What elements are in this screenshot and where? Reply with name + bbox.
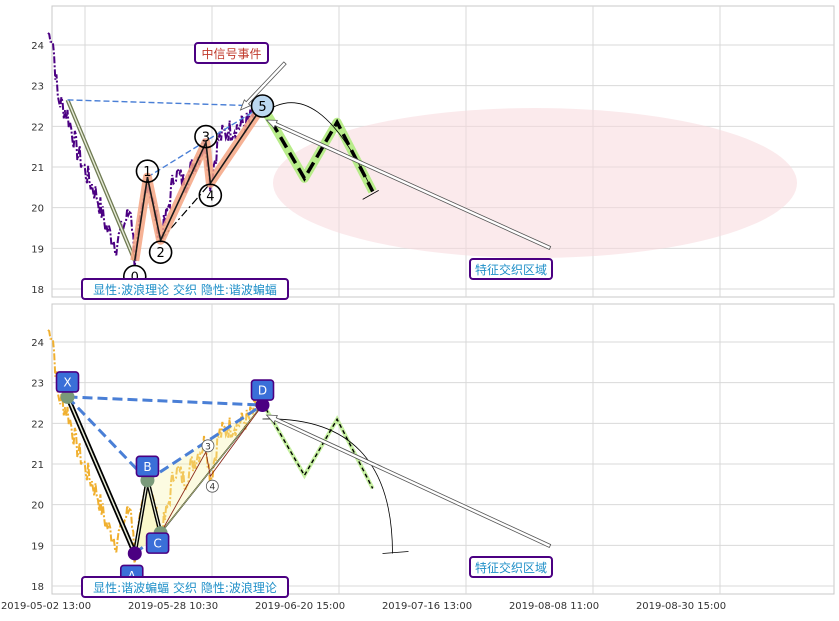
- harmonic-point-D-box: [250, 379, 275, 401]
- x-tick-label: 2019-05-28 10:30: [128, 601, 218, 612]
- mini-wave-3-marker: [201, 439, 215, 453]
- projection-tick: [362, 190, 379, 200]
- legend-annotation-bottom-text: 显性:谐波蝙蝠 交织 隐性:波浪理论: [93, 580, 277, 595]
- leg-bc-inner: [146, 480, 162, 534]
- leg-ab-inner: [134, 480, 149, 554]
- x-to-a-leg-inner: [66, 99, 136, 261]
- y-tick-label: 24: [31, 41, 44, 52]
- harmonic-point-D-marker: [255, 398, 270, 413]
- harmonic-point-C-box: [145, 532, 170, 554]
- x-tick-label: 2019-08-30 15:00: [636, 601, 726, 612]
- region-annotation-bottom-text: 特征交织区域: [475, 560, 547, 575]
- wave-point-5-label: 5: [258, 100, 266, 115]
- y-tick-label: 21: [31, 163, 44, 174]
- legend-annotation-top-text: 显性:波浪理论 交织 隐性:谐波蝙蝠: [93, 282, 277, 297]
- harmonic-xb-line: [66, 395, 149, 482]
- y-tick-label: 22: [31, 122, 44, 133]
- wave-point-3-label: 3: [202, 131, 210, 146]
- mini-wave-4-label: 4: [209, 483, 215, 493]
- harmonic-point-C-label: C: [153, 537, 161, 551]
- y-tick-label: 22: [31, 419, 44, 430]
- region-arrow-top: [265, 119, 552, 250]
- harmonic-point-B-label: B: [143, 460, 151, 474]
- harmonic-point-A-label: A: [128, 569, 137, 583]
- event-arrow: [239, 61, 287, 111]
- wave-point-4-marker: [198, 183, 223, 208]
- harmonic-point-B-box: [135, 455, 160, 478]
- harmonic-point-X-box: [55, 371, 80, 393]
- wave-point-2-marker: [148, 240, 173, 264]
- region-annotation-top-box: [469, 258, 553, 280]
- x-tick-label: 2019-08-08 11:00: [509, 601, 599, 612]
- region-annotation-top-text: 特征交织区域: [475, 262, 547, 277]
- wave-point-1-marker: [135, 159, 160, 183]
- projection-tick-bottom: [382, 551, 409, 554]
- wave-point-4-label: 4: [206, 189, 214, 204]
- harmonic-xd-line: [67, 395, 263, 407]
- x-tick-label: 2019-07-16 13:00: [382, 601, 472, 612]
- y-tick-label: 19: [31, 244, 44, 255]
- legend-annotation-bottom-box: [81, 576, 289, 598]
- event-annotation-box: [194, 42, 269, 64]
- harmonic-point-X-label: X: [63, 375, 71, 389]
- wave-point-2-label: 2: [156, 246, 164, 261]
- projection-arc: [262, 102, 374, 192]
- harmonic-point-A-marker: [127, 546, 142, 561]
- bcd-triangle: [147, 405, 263, 534]
- x-tick-label: 2019-05-02 13:00: [1, 601, 91, 612]
- y-tick-label: 23: [31, 82, 44, 93]
- y-tick-label: 24: [31, 338, 44, 349]
- projection-arc-bottom: [262, 418, 393, 554]
- harmonic-point-D-label: D: [258, 384, 267, 398]
- feature-region-ellipse: [273, 108, 797, 258]
- wave-point-5-marker: [250, 94, 275, 118]
- y-tick-label: 21: [31, 460, 44, 471]
- harmonic-point-X-marker: [60, 389, 75, 404]
- leg-xa-inner: [66, 396, 136, 554]
- y-tick-label: 20: [31, 204, 44, 215]
- region-arrow-bottom: [265, 414, 552, 548]
- event-annotation-text: 中信号事件: [201, 46, 261, 61]
- mini-wave-3-label: 3: [205, 442, 211, 452]
- wave-point-3-marker: [194, 124, 218, 149]
- y-tick-label: 18: [31, 582, 44, 593]
- y-tick-label: 23: [31, 379, 44, 390]
- wave-path: [133, 105, 264, 261]
- upper-trendline: [67, 99, 263, 107]
- mini-wave-path: [160, 404, 263, 534]
- y-tick-label: 19: [31, 541, 44, 552]
- region-annotation-bottom-box: [469, 556, 553, 578]
- wave-point-1-label: 1: [143, 165, 151, 180]
- x-tick-label: 2019-06-20 15:00: [255, 601, 345, 612]
- leg-cd-inner: [160, 404, 263, 534]
- y-tick-label: 18: [31, 285, 44, 296]
- y-tick-label: 20: [31, 501, 44, 512]
- mini-wave-4-marker: [205, 479, 219, 493]
- legend-annotation-top-box: [81, 278, 289, 300]
